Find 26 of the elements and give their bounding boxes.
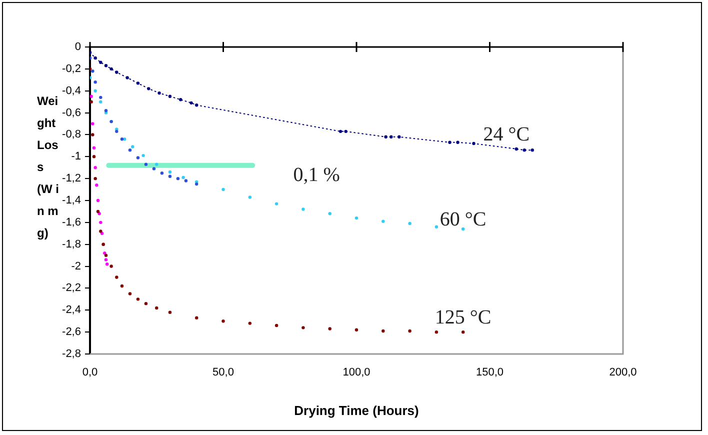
y-tick-label: -1 [71,150,81,163]
y-tick-label: -2,4 [62,304,81,316]
y-tick-label: 0 [74,41,81,54]
y-tick-label: -1,6 [62,216,81,228]
x-tick-label: 50,0 [212,366,234,379]
y-axis-title: Weight Loss (W in mg) [37,93,60,242]
x-axis-title: Drying Time (Hours) [294,402,419,418]
series-label: 60 °C [440,208,486,230]
y-tick-label: -1,2 [62,172,81,185]
y-tick-label: -1,8 [62,238,81,250]
y-tick-label: -1,4 [62,194,81,207]
y-tick-label: -2,6 [62,326,81,338]
y-tick-label: -0,2 [62,62,81,75]
series-label: 24 °C [483,123,530,146]
x-tick-label: 200,0 [609,366,637,379]
y-tick-label: -2 [71,260,81,272]
y-tick-label: -2,2 [62,282,81,294]
y-tick-label: -0,6 [62,106,81,119]
y-tick-label: -0,4 [62,84,81,97]
series-label: 125 °C [434,306,492,328]
x-tick-label: 100,0 [342,366,370,379]
annotation: 0,1 % [293,164,340,186]
x-tick-label: 0,0 [82,366,98,379]
y-tick-label: -0,8 [62,128,81,141]
y-tick-label: -2,8 [62,348,81,360]
x-tick-label: 150,0 [476,366,504,379]
